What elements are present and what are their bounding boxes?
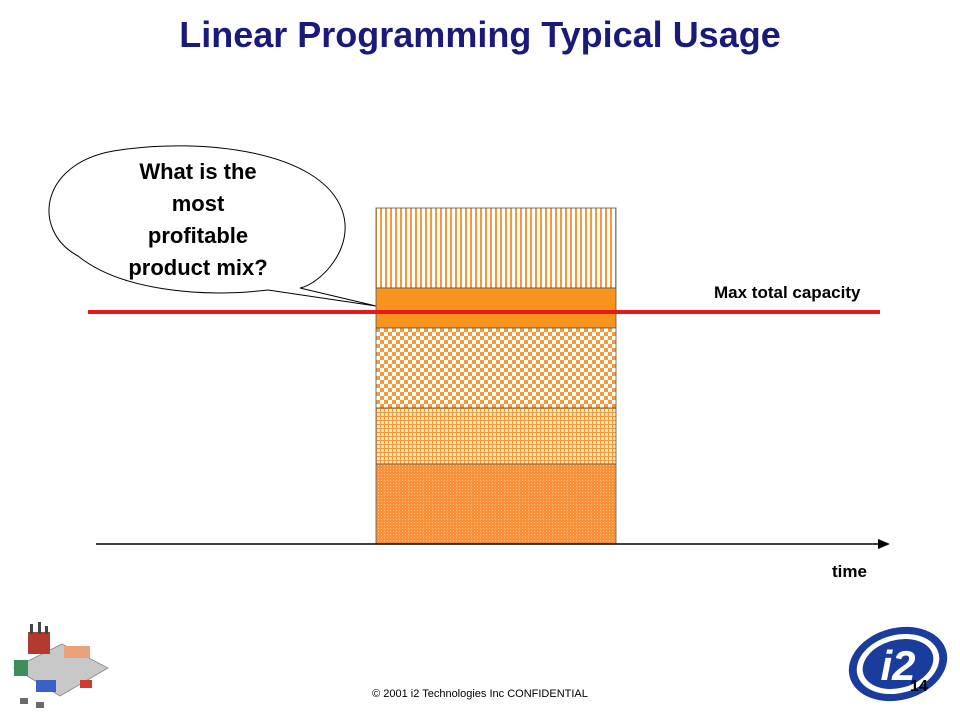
stack-segment-dotted <box>375 463 617 545</box>
axis-label-time: time <box>832 562 867 581</box>
factory-illustration <box>13 622 109 708</box>
axis-arrowhead <box>878 539 890 549</box>
stack-segment-solid <box>375 287 617 329</box>
stack-segment-fine-grid <box>375 407 617 465</box>
bubble-line: What is the <box>139 159 257 184</box>
bubble-line: most <box>171 191 225 216</box>
logo-text: i2 <box>880 642 915 689</box>
stack-segment-vertical-stripes <box>375 207 617 289</box>
page-title: Linear Programming Typical Usage <box>179 14 781 55</box>
product-mix-stack <box>375 207 617 545</box>
capacity-label: Max total capacity <box>714 283 861 302</box>
page-number: 14 <box>910 678 928 695</box>
time-axis <box>96 539 890 549</box>
bubble-question: What is the most profitable product mix? <box>108 156 288 284</box>
stack-segment-checkerboard <box>375 327 617 409</box>
bubble-line: profitable <box>147 223 249 248</box>
bubble-line: product mix? <box>128 255 268 280</box>
footer-copyright: © 2001 i2 Technologies Inc CONFIDENTIAL <box>372 688 588 700</box>
i2-logo: i2 <box>848 626 948 702</box>
speech-bubble <box>48 145 377 307</box>
